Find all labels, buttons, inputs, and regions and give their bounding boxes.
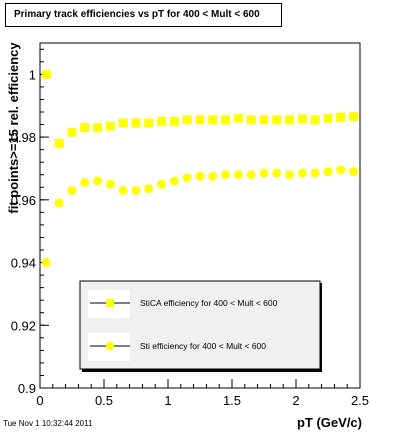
data-point-stica [259, 115, 269, 125]
data-point-sti [118, 185, 128, 195]
data-point-stica [54, 138, 64, 148]
data-point-sti [323, 167, 333, 177]
data-point-sti [93, 176, 103, 186]
y-tick-label: 0.9 [18, 381, 36, 396]
data-point-stica [157, 116, 167, 126]
x-tick-label: 0 [36, 393, 43, 408]
data-marks [41, 69, 359, 268]
legend: StiCA efficiency for 400 < Mult < 600 St… [79, 280, 322, 372]
data-point-stica [41, 69, 51, 79]
y-tick-label: 0.98 [11, 130, 36, 145]
data-point-sti [54, 198, 64, 208]
legend-shadow [82, 369, 322, 372]
data-point-stica [233, 113, 243, 123]
x-tick-label: 1.5 [223, 393, 241, 408]
data-point-sti [246, 170, 256, 180]
data-point-stica [80, 123, 90, 133]
data-point-stica [208, 115, 218, 125]
chart-title: Primary track efficiencies vs pT for 400… [5, 3, 282, 27]
x-tick-label: 2 [292, 393, 299, 408]
axes: 0 0.5 1 1.5 2 2.5 0.9 0.92 0.94 0.96 0.98 1 [11, 48, 369, 408]
legend-label-2: Sti efficiency for 400 < Mult < 600 [140, 341, 266, 351]
data-point-sti [233, 170, 243, 180]
data-point-stica [336, 112, 346, 122]
data-point-stica [131, 118, 141, 128]
data-point-stica [169, 116, 179, 126]
data-point-sti [259, 168, 269, 178]
timestamp: Tue Nov 1 10:32:44 2011 [3, 419, 93, 428]
data-point-sti [208, 171, 218, 181]
data-point-stica [144, 118, 154, 128]
data-point-sti [105, 179, 115, 189]
x-tick-label: 1 [164, 393, 171, 408]
x-tick-label: 0.5 [95, 393, 113, 408]
data-point-stica [67, 127, 77, 137]
data-point-sti [80, 178, 90, 188]
data-point-sti [336, 165, 346, 175]
data-point-stica [182, 115, 192, 125]
data-point-stica [272, 115, 282, 125]
data-point-stica [105, 121, 115, 131]
data-point-stica [221, 115, 231, 125]
x-axis-label: pT (GeV/c) [297, 415, 362, 430]
data-point-stica [246, 115, 256, 125]
legend-shadow-side [320, 283, 322, 372]
data-point-sti [182, 173, 192, 183]
y-tick-label: 0.92 [11, 318, 36, 333]
data-point-sti [297, 168, 307, 178]
data-point-stica [349, 112, 359, 122]
data-point-sti [169, 176, 179, 186]
y-tick-label: 0.94 [11, 256, 36, 271]
x-tick-label: 2.5 [351, 393, 369, 408]
data-point-sti [285, 170, 295, 180]
legend-label-1: StiCA efficiency for 400 < Mult < 600 [140, 298, 278, 308]
data-point-stica [297, 114, 307, 124]
y-axis-label: fit points>=15 rel. efficiency [6, 42, 21, 214]
data-point-sti [195, 171, 205, 181]
data-point-sti [310, 168, 320, 178]
legend-marker-2 [105, 341, 115, 351]
data-point-sti [144, 184, 154, 194]
data-point-sti [41, 258, 51, 268]
data-point-stica [285, 115, 295, 125]
data-point-sti [67, 185, 77, 195]
data-point-sti [221, 170, 231, 180]
data-point-stica [118, 118, 128, 128]
legend-marker-1 [106, 299, 114, 307]
y-tick-label: 0.96 [11, 193, 36, 208]
data-point-stica [195, 115, 205, 125]
data-point-sti [349, 167, 359, 177]
y-tick-label: 1 [29, 67, 36, 82]
data-point-sti [272, 168, 282, 178]
data-point-sti [131, 185, 141, 195]
data-point-stica [323, 113, 333, 123]
data-point-sti [157, 179, 167, 189]
data-point-stica [310, 115, 320, 125]
data-point-stica [93, 123, 103, 133]
